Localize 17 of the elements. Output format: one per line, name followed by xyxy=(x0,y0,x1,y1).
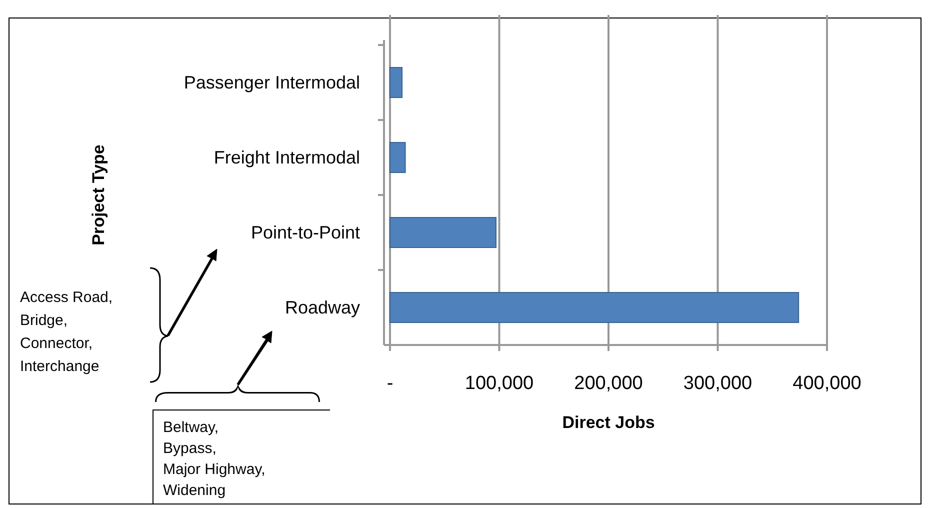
y-tick-label: Roadway xyxy=(284,298,360,318)
y-axis-title: Project Type xyxy=(89,144,108,246)
bar xyxy=(390,217,496,248)
y-tick-label: Passenger Intermodal xyxy=(184,72,360,92)
y-tick-label: Freight Intermodal xyxy=(214,148,360,168)
x-tick-label: 200,000 xyxy=(574,373,643,394)
bar xyxy=(390,142,406,173)
text: Access Road, Bridge, Connector, Interchange xyxy=(20,289,113,375)
bar xyxy=(390,292,800,323)
x-tick-label: - xyxy=(386,373,394,394)
text: Beltway, Bypass, Major Highway, Widening xyxy=(163,419,266,499)
bar xyxy=(390,67,403,98)
x-axis-title: Direct Jobs xyxy=(562,413,655,432)
y-tick-label: Point-to-Point xyxy=(250,222,360,242)
x-tick-label: 100,000 xyxy=(464,373,534,394)
x-tick-label: 400,000 xyxy=(792,373,862,394)
x-tick-label: 300,000 xyxy=(683,373,752,394)
